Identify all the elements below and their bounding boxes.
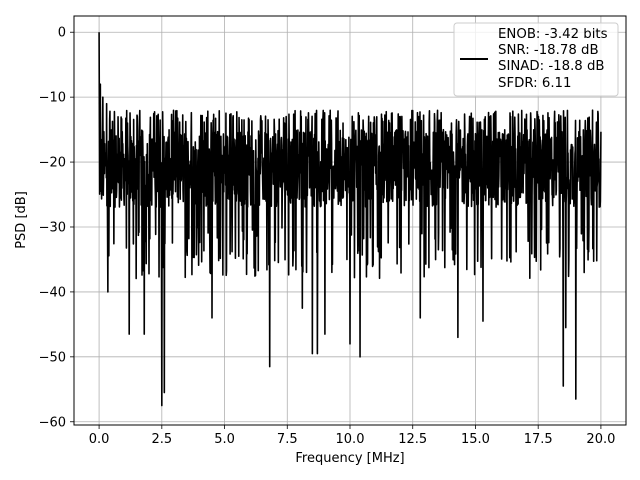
y-tick-label: −60 [39, 415, 66, 430]
y-tick-label: −50 [39, 350, 66, 365]
y-tick-label: −30 [39, 220, 66, 235]
x-axis-label: Frequency [MHz] [295, 451, 404, 466]
legend-entry-line-3: SINAD: -18.8 dB [498, 59, 605, 74]
y-axis-ticks: 0 −10 −20 −30 −40 −50 −60 [39, 26, 74, 430]
x-tick-label: 15.0 [461, 432, 490, 447]
x-tick-label: 10.0 [336, 432, 365, 447]
x-tick-label: 2.5 [151, 432, 172, 447]
psd-series-line [98, 32, 602, 407]
legend-entry-line-2: SNR: -18.78 dB [498, 43, 599, 58]
x-tick-label: 0.0 [89, 432, 110, 447]
y-tick-label: −10 [39, 91, 66, 106]
y-axis-label: PSD [dB] [14, 191, 29, 249]
x-tick-label: 5.0 [214, 432, 235, 447]
x-tick-label: 12.5 [398, 432, 427, 447]
x-axis-ticks: 0.0 2.5 5.0 7.5 10.0 12.5 15.0 17.5 20.0 [89, 425, 615, 447]
x-tick-label: 17.5 [524, 432, 553, 447]
legend-entry-line-4: SFDR: 6.11 [498, 76, 571, 91]
y-tick-label: 0 [58, 26, 66, 41]
legend: ENOB: -3.42 bits SNR: -18.78 dB SINAD: -… [453, 22, 619, 97]
legend-box [453, 22, 619, 97]
y-tick-label: −40 [39, 285, 66, 300]
y-tick-label: −20 [39, 156, 66, 171]
legend-entry-line-1: ENOB: -3.42 bits [498, 27, 608, 42]
x-tick-label: 7.5 [277, 432, 298, 447]
series-layer [98, 32, 602, 407]
x-tick-label: 20.0 [586, 432, 615, 447]
